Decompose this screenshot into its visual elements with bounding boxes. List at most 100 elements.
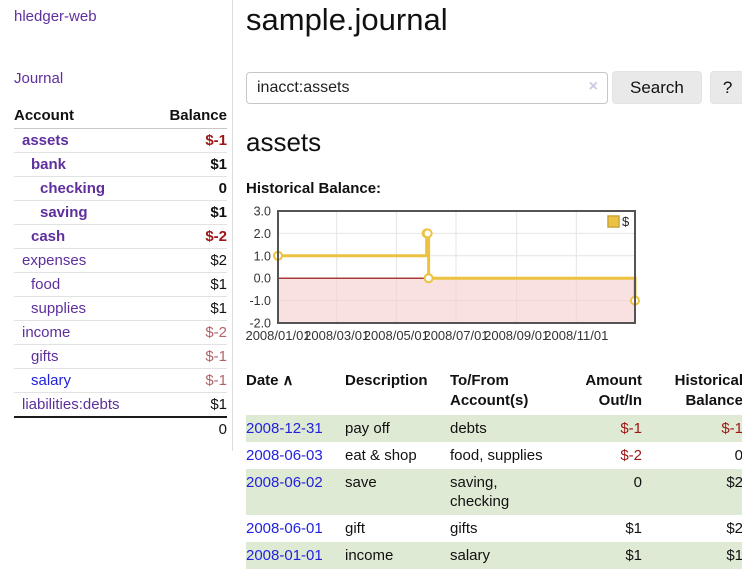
transaction-date-link[interactable]: 2008-06-01	[246, 520, 323, 537]
transaction-description: save	[345, 469, 450, 515]
main-content: sample.journal × Search ? assets Histori…	[233, 0, 742, 569]
account-row: food $1	[14, 272, 227, 297]
svg-text:2.0: 2.0	[254, 227, 271, 241]
transaction-date-link[interactable]: 2008-06-02	[246, 474, 323, 491]
transaction-accounts: salary	[450, 542, 550, 569]
transaction-accounts: debts	[450, 415, 550, 442]
register-col-description: Description	[345, 372, 428, 389]
transaction-description: eat & shop	[345, 447, 417, 464]
search-box: ×	[246, 71, 608, 104]
sidebar-nav: Journal	[14, 70, 227, 87]
account-balance: $1	[151, 200, 227, 225]
transaction-amount: $-1	[550, 415, 642, 442]
account-balance: $1	[151, 272, 227, 297]
account-link-food[interactable]: food	[31, 276, 61, 293]
account-row: bank $1	[14, 152, 227, 177]
app-title-link[interactable]: hledger-web	[14, 8, 97, 25]
transaction-row: 2008-06-01 gift gifts $1 $2	[246, 515, 742, 542]
transaction-balance: $2	[642, 469, 742, 515]
transaction-balance: $1	[642, 542, 742, 569]
svg-text:-2.0: -2.0	[249, 317, 271, 331]
svg-text:$: $	[622, 214, 630, 229]
account-link-saving[interactable]: saving	[40, 204, 88, 221]
transaction-row: 2008-01-01 income salary $1 $1	[246, 542, 742, 569]
svg-text:3.0: 3.0	[254, 205, 271, 219]
sidebar: hledger-web Journal Account Balance asse…	[0, 0, 233, 451]
transaction-amount: 0	[550, 469, 642, 515]
accounts-header-account: Account	[14, 104, 152, 129]
account-row: assets $-1	[14, 129, 227, 153]
transaction-balance: $-1	[642, 415, 742, 442]
register-header-row: Date ∧ Description To/From Account(s) Amount…	[246, 369, 742, 415]
svg-text:2008/09/01: 2008/09/01	[484, 328, 549, 343]
account-link-salary[interactable]: salary	[31, 372, 72, 389]
account-heading: assets	[246, 127, 322, 157]
account-balance: $-1	[151, 368, 227, 393]
transaction-row: 2008-06-02 save saving, checking 0 $2	[246, 469, 742, 515]
account-link-income[interactable]: income	[22, 324, 71, 341]
account-link-expenses[interactable]: expenses	[22, 252, 87, 269]
account-link-liabilities-debts[interactable]: liabilities:debts	[22, 396, 120, 413]
account-balance: $2	[151, 248, 227, 273]
transaction-date-link[interactable]: 2008-01-01	[246, 547, 323, 564]
svg-text:2008/01/01: 2008/01/01	[246, 328, 311, 343]
account-link-checking[interactable]: checking	[40, 180, 106, 197]
accounts-header-balance: Balance	[151, 104, 227, 129]
account-balance: $1	[151, 152, 227, 177]
account-row: salary $-1	[14, 368, 227, 393]
sort-ascending-icon: ∧	[282, 372, 294, 389]
transaction-balance: $2	[726, 520, 742, 537]
account-balance: $-1	[151, 344, 227, 369]
svg-text:1.0: 1.0	[254, 249, 271, 263]
search-button[interactable]: Search	[612, 71, 702, 104]
transaction-accounts: gifts	[450, 520, 478, 537]
register-table: Date ∧ Description To/From Account(s) Amount…	[246, 369, 742, 569]
svg-text:2008/05/01: 2008/05/01	[364, 328, 429, 343]
svg-text:0.0: 0.0	[254, 272, 271, 286]
account-row: supplies $1	[14, 296, 227, 321]
account-link-assets[interactable]: assets	[22, 132, 69, 149]
transaction-description: gift	[345, 520, 366, 537]
account-row: saving $1	[14, 200, 227, 225]
chart-title: Historical Balance:	[246, 180, 382, 197]
clear-search-icon[interactable]: ×	[588, 77, 598, 95]
account-balance: $-2	[151, 320, 227, 345]
register-col-to-from-account-s-: To/From Account(s)	[450, 372, 529, 409]
transaction-accounts: saving, checking	[450, 469, 550, 515]
transaction-date-link[interactable]: 2008-12-31	[246, 420, 323, 437]
accounts-header-row: Account Balance	[14, 104, 227, 129]
account-link-cash[interactable]: cash	[31, 228, 66, 245]
app-title: hledger-web	[14, 8, 227, 25]
svg-text:2008/07/01: 2008/07/01	[423, 328, 488, 343]
transaction-date-link[interactable]: 2008-06-03	[246, 447, 323, 464]
account-link-bank[interactable]: bank	[31, 156, 67, 173]
account-balance: $-2	[151, 224, 227, 249]
search-input[interactable]	[246, 71, 608, 104]
historical-balance-chart: 3.0 2.0 1.0 0.0 -1.0 -2.0 2008/01/01 2008/03/01…	[245, 203, 742, 357]
accounts-total-row: 0	[14, 416, 227, 441]
account-row: gifts $-1	[14, 344, 227, 369]
accounts-total-value: 0	[151, 416, 227, 441]
account-row: checking 0	[14, 176, 227, 201]
register-col-date[interactable]: Date ∧	[246, 372, 294, 389]
nav-journal-link[interactable]: Journal	[14, 70, 64, 87]
transaction-amount: $1	[625, 520, 642, 537]
transaction-row: 2008-06-03 eat & shop food, supplies $-2 0	[246, 442, 742, 469]
transaction-description: income	[345, 542, 450, 569]
help-button[interactable]: ?	[709, 71, 742, 104]
transaction-balance: 0	[734, 447, 742, 464]
register-col-historical-balance: Historical Balance	[674, 372, 742, 409]
svg-text:2008/03/01: 2008/03/01	[304, 328, 369, 343]
account-balance: $-1	[205, 132, 227, 149]
account-row: liabilities:debts $1	[14, 392, 227, 417]
app-layout: hledger-web Journal Account Balance asse…	[0, 0, 742, 569]
transaction-amount: $-2	[620, 447, 642, 464]
account-balance: $1	[151, 392, 227, 417]
account-balance: 0	[151, 176, 227, 201]
register-col-amount-out-in: Amount Out/In	[585, 372, 642, 409]
account-link-gifts[interactable]: gifts	[31, 348, 59, 365]
transaction-description: pay off	[345, 415, 450, 442]
accounts-total-spacer	[14, 416, 152, 441]
svg-text:-1.0: -1.0	[249, 294, 271, 308]
account-link-supplies[interactable]: supplies	[31, 300, 87, 317]
